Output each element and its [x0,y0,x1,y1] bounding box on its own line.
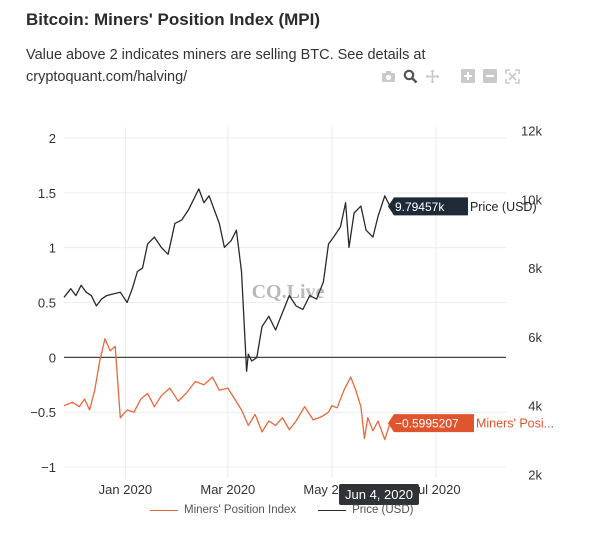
autoscale-icon[interactable] [504,68,520,84]
y-left-tick-label: 2 [49,131,56,146]
legend-label-mpi: Miners' Position Index [184,504,297,516]
price-hover-box [387,197,468,216]
y-left-tick-label: 1 [49,241,56,256]
series-layer[interactable] [63,188,391,441]
zoom-icon[interactable] [402,68,418,84]
mpi-hover-name: Miners' Posi... [476,417,554,431]
mpi-series-line[interactable] [63,338,391,441]
x-tick-label: Jan 2020 [99,482,153,497]
y-right-tick-label: 4k [528,399,542,414]
y-right-tick-label: 8k [528,261,542,276]
mpi-hover-box [387,414,474,433]
y-left-tick-label: 0.5 [38,296,56,311]
axis-ticks: −1 −0.5 0 0.5 1 1.5 2 2k 4k 6k 8k 10k 12k Jan 2020 Mar… [30,123,542,497]
camera-icon[interactable] [380,68,396,84]
y-right-tick-label: 2k [528,468,542,483]
legend: Miners' Position Index Price (USD) [150,504,413,516]
y-right-tick-label: 10k [521,192,542,207]
y-right-tick-label: 6k [528,330,542,345]
watermark: CQ.Live [252,281,325,303]
hover-layer: 9.79457k Price (USD) −0.5995207 Miners' … [387,197,554,433]
legend-item-mpi[interactable]: Miners' Position Index [150,504,296,516]
y-left-tick-label: −0.5 [30,405,56,420]
chart-subtitle: Value above 2 indicates miners are selli… [26,47,426,85]
legend-item-price[interactable]: Price (USD) [318,504,413,516]
chart-title: Bitcoin: Miners' Position Index (MPI) [26,10,320,29]
y-left-tick-label: −1 [41,460,56,475]
mpi-hover-value: −0.5995207 [395,417,459,431]
modebar [380,66,520,86]
x-tick-label: Mar 2020 [200,482,255,497]
zoom-out-icon[interactable] [482,68,498,84]
pan-icon[interactable] [424,68,440,84]
legend-swatch-price [318,509,347,511]
price-series-line[interactable] [63,188,391,372]
legend-swatch-mpi [150,509,178,511]
legend-label-price: Price (USD) [352,504,414,516]
x-hover-label: Jun 4, 2020 [339,484,419,505]
price-hover-value: 9.79457k [395,200,445,214]
price-hover-name: Price (USD) [470,200,537,214]
zoom-in-icon[interactable] [460,68,476,84]
x-tick-label: Jul 2020 [411,482,460,497]
y-left-tick-label: 1.5 [38,186,56,201]
y-left-tick-label: 0 [49,350,56,365]
y-right-tick-label: 12k [521,123,542,138]
